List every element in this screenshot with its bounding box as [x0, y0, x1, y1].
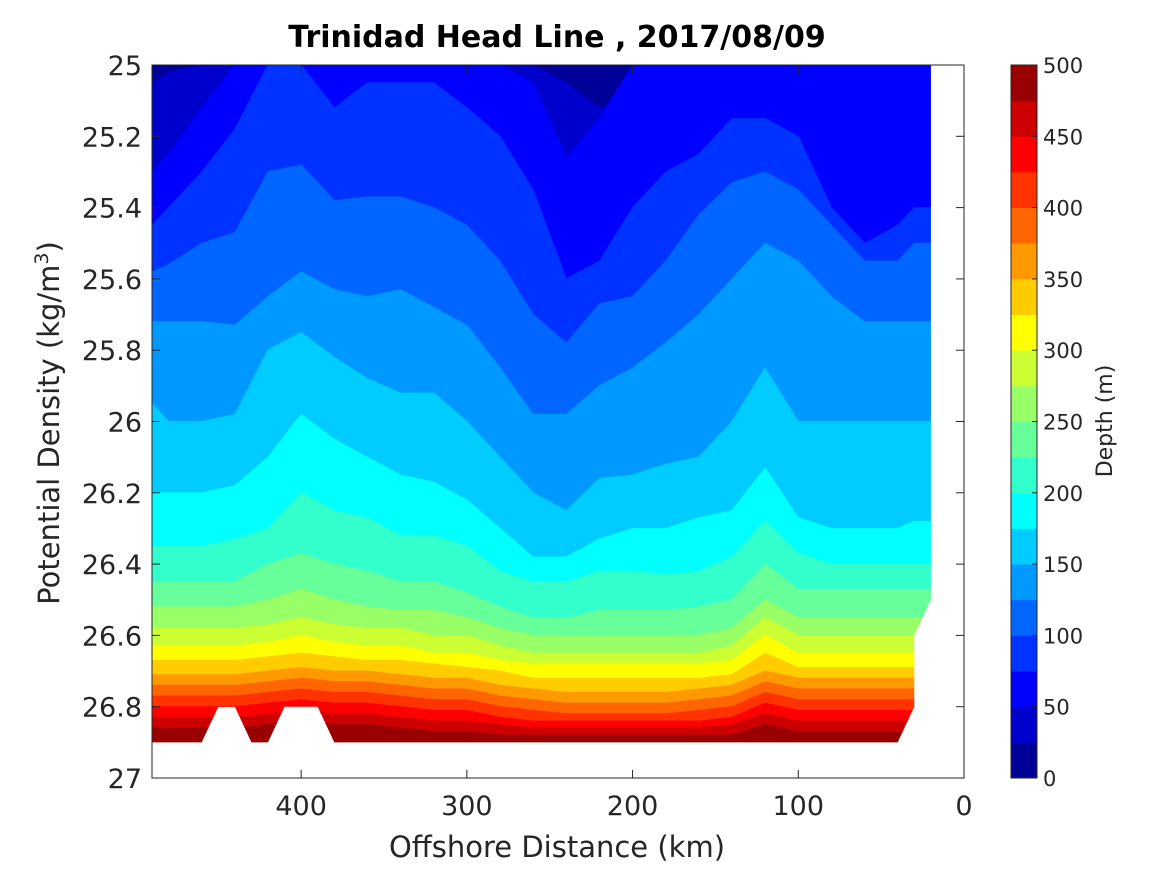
colorbar-tick-label: 300	[1043, 339, 1083, 363]
colorbar-swatch	[1011, 65, 1037, 102]
y-tick-label: 25.2	[82, 122, 142, 153]
y-axis-label: Potential Density (kg/m3)	[31, 241, 66, 605]
colorbar-swatch	[1011, 492, 1037, 529]
plot-area	[151, 64, 965, 779]
y-axis-label-superscript: 3	[31, 252, 53, 264]
y-tick-label: 25.4	[82, 194, 142, 225]
colorbar-swatch	[1011, 671, 1037, 708]
colorbar-swatch	[1011, 742, 1037, 779]
colorbar-swatch	[1011, 350, 1037, 387]
colorbar-tick-label: 350	[1043, 268, 1083, 292]
colorbar-swatch	[1011, 421, 1037, 458]
y-tick-label: 26	[108, 408, 142, 439]
y-tick-label: 25.6	[82, 265, 142, 296]
colorbar-tick-label: 100	[1043, 624, 1083, 648]
colorbar-tick-label: 200	[1043, 482, 1083, 506]
colorbar-swatch	[1011, 314, 1037, 351]
colorbar: 0 50 100 150 200 250 300 350 400 450 500	[1010, 54, 1083, 791]
colorbar-label: Depth (m)	[1093, 365, 1118, 478]
colorbar-swatch	[1011, 599, 1037, 636]
colorbar-tick-label: 450	[1043, 125, 1083, 149]
colorbar-swatch	[1011, 564, 1037, 601]
colorbar-swatch	[1011, 528, 1037, 565]
x-tick-label: 0	[955, 791, 972, 822]
colorbar-tick-label: 150	[1043, 553, 1083, 577]
colorbar-tick-label: 250	[1043, 411, 1083, 435]
colorbar-swatch	[1011, 207, 1037, 244]
y-tick-label: 26.2	[82, 479, 142, 510]
x-tick-label: 100	[773, 791, 825, 822]
colorbar-swatch	[1011, 635, 1037, 672]
colorbar-tick-label: 400	[1043, 197, 1083, 221]
colorbar-tick-label: 0	[1043, 767, 1056, 791]
y-axis-label-close: )	[32, 241, 66, 252]
colorbar-tick-label: 50	[1043, 696, 1070, 720]
y-tick-label: 27	[108, 764, 142, 795]
colorbar-swatch	[1011, 243, 1037, 280]
y-axis: 25 25.2 25.4 25.6 25.8 26 26.2 26.4 26.6 26.8 27	[82, 51, 964, 795]
y-tick-label: 25.8	[82, 336, 142, 367]
y-axis-label-text: Potential Density (kg/m	[32, 265, 66, 605]
chart-title: Trinidad Head Line , 2017/08/09	[288, 20, 825, 55]
x-tick-label: 400	[275, 791, 327, 822]
colorbar-swatch	[1011, 278, 1037, 315]
contour-band	[152, 65, 931, 174]
contour-bands	[152, 65, 931, 743]
y-tick-label: 26.4	[82, 550, 142, 581]
x-axis-label: Offshore Distance (km)	[389, 830, 725, 864]
x-tick-label: 200	[607, 791, 659, 822]
y-tick-label: 25	[108, 51, 142, 82]
x-axis: 400 300 200 100 0	[275, 65, 973, 822]
y-tick-label: 26.8	[82, 693, 142, 724]
colorbar-swatch	[1011, 457, 1037, 494]
colorbar-swatch	[1011, 385, 1037, 422]
colorbar-swatch	[1011, 706, 1037, 743]
colorbar-tick-label: 500	[1043, 54, 1083, 78]
colorbar-swatch	[1011, 136, 1037, 173]
x-tick-label: 300	[441, 791, 493, 822]
colorbar-swatch	[1011, 100, 1037, 137]
y-tick-label: 26.6	[82, 621, 142, 652]
colorbar-swatch	[1011, 171, 1037, 208]
